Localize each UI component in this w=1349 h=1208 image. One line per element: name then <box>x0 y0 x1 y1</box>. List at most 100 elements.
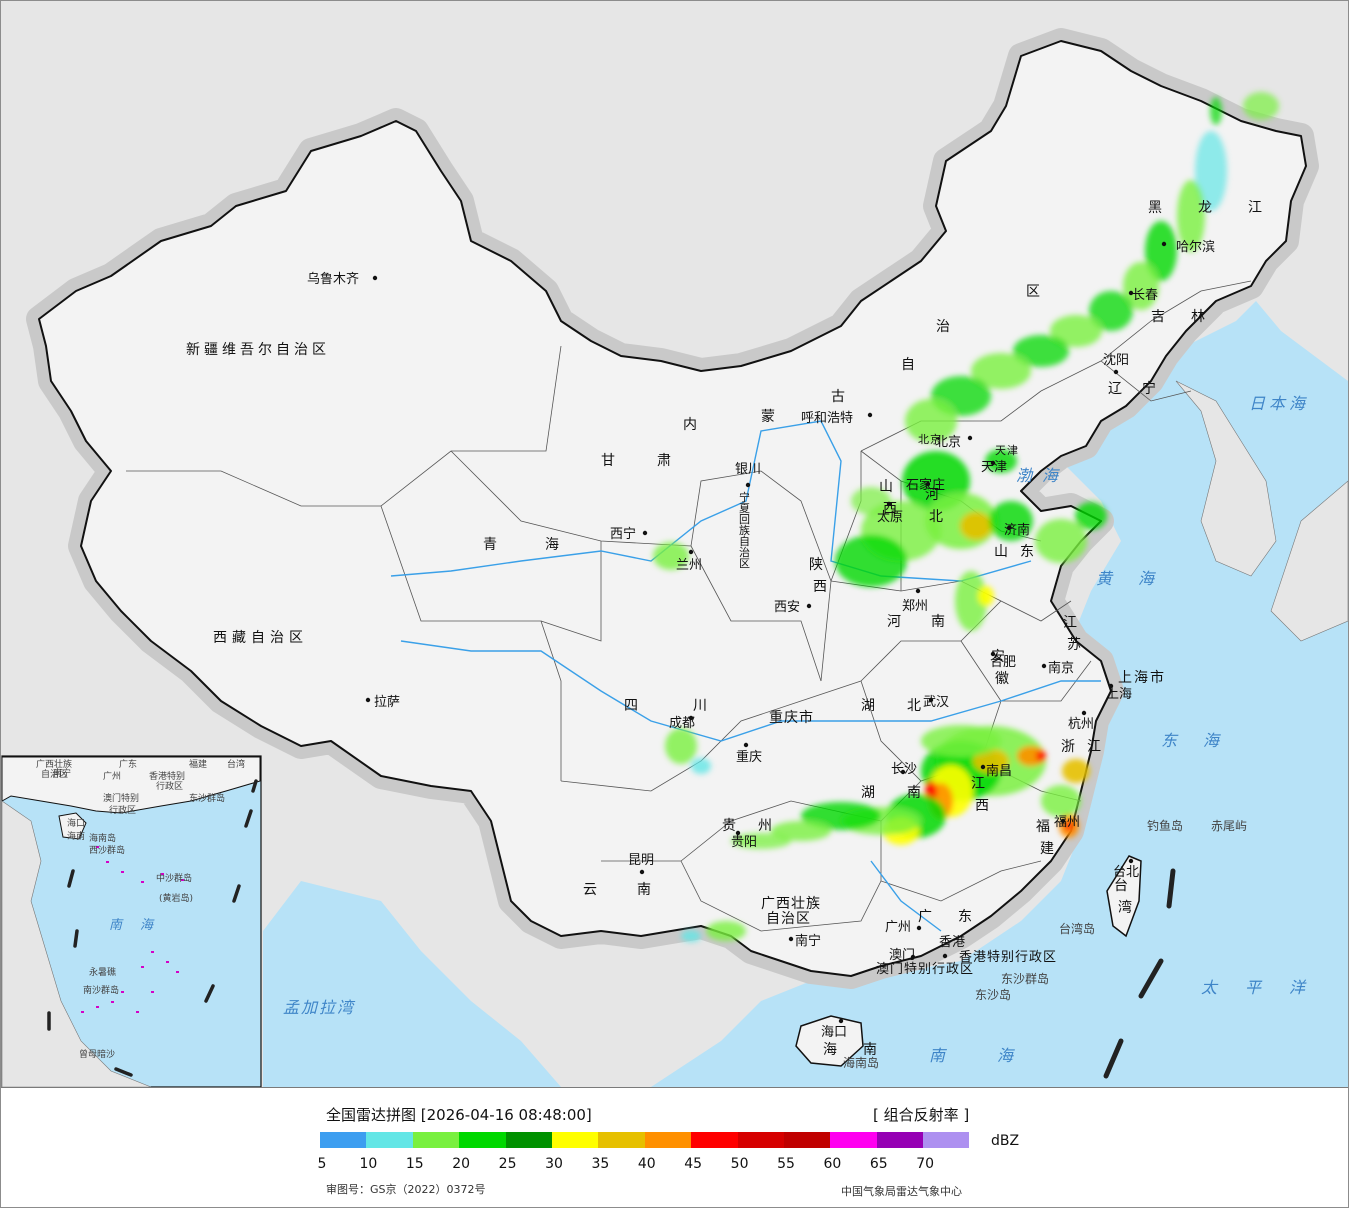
radar-echo <box>1075 502 1107 530</box>
city-dot <box>365 697 371 703</box>
radar-echo <box>1177 180 1205 252</box>
city-label: 南宁 <box>795 933 821 949</box>
legend-title: 全国雷达拼图 [2026-04-16 08:48:00] <box>326 1106 592 1124</box>
region-label: 自治区 <box>766 911 811 927</box>
city-label: 澳门 <box>889 947 915 963</box>
colorbar-tick-label: 20 <box>452 1156 471 1172</box>
city-dot <box>1041 663 1047 669</box>
city-label: 济南 <box>1004 522 1030 538</box>
city-label: 西宁 <box>610 526 636 542</box>
colorbar-swatch <box>320 1132 367 1148</box>
colorbar-swatch <box>876 1132 924 1148</box>
radar-echo <box>1065 821 1073 831</box>
city-dot <box>1006 525 1012 531</box>
radar-echo <box>1013 335 1069 367</box>
reef-mark <box>81 1011 84 1013</box>
legend-panel: 全国雷达拼图 [2026-04-16 08:48:00] [ 组合反射率 ] d… <box>1 1088 1348 1207</box>
city-dot <box>688 549 694 555</box>
colorbar-swatch <box>830 1132 877 1148</box>
inset-label: 海南岛 <box>89 832 116 844</box>
region-label: 广东 <box>918 909 998 925</box>
city-dot <box>910 954 916 960</box>
inset-label: 香港特别 <box>149 770 185 782</box>
radar-echo <box>1145 221 1177 281</box>
radar-echo <box>1036 750 1046 762</box>
colorbar-tick-label: 30 <box>545 1156 563 1172</box>
colorbar-tick-label: 10 <box>359 1156 378 1172</box>
radar-echo <box>1089 291 1133 331</box>
region-label: 新疆维吾尔自治区 <box>186 342 330 358</box>
city-dot <box>900 769 906 775</box>
region-label: 山 <box>879 479 893 495</box>
region-label: 湖南 <box>861 785 953 801</box>
bay-of-bengal <box>263 881 561 1087</box>
colorbar-swatch <box>459 1132 506 1148</box>
region-label: 浙江 <box>1061 739 1113 755</box>
region-label: 蒙 <box>761 409 775 425</box>
city-dot <box>990 651 996 657</box>
inset-mainland <box>1 756 261 814</box>
colorbar-tick-label: 55 <box>777 1156 795 1172</box>
radar-echo <box>665 728 697 764</box>
city-dot <box>928 697 934 703</box>
reef-mark <box>106 861 109 863</box>
colorbar <box>320 1132 970 1148</box>
city-label: 广州 <box>885 920 911 935</box>
reef-mark <box>96 1006 99 1008</box>
radar-echo <box>1050 315 1102 347</box>
radar-echo-layer <box>653 92 1279 942</box>
south-china-sea-inset <box>1 755 262 1087</box>
radar-echo <box>1035 519 1087 563</box>
region-label: 福 <box>1036 819 1050 835</box>
city-label: 南昌 <box>986 763 1012 779</box>
radar-echo <box>960 512 992 540</box>
region-label: 区 <box>739 557 750 570</box>
region-label: 北京 <box>918 432 942 446</box>
colorbar-swatch <box>412 1132 460 1148</box>
region-label: 族 <box>739 523 750 537</box>
region-label: 青海 <box>483 537 607 553</box>
city-label: 长沙 <box>891 762 917 777</box>
region-label: 天津 <box>995 444 1019 457</box>
region-label: 香港特别行政区 <box>959 950 1057 965</box>
region-label: 江 <box>971 776 985 792</box>
inset-label: 行政区 <box>109 804 136 816</box>
island-label: 东沙群岛 <box>1001 971 1049 986</box>
region-label: 吉林 <box>1151 309 1231 325</box>
city-dot <box>980 764 986 770</box>
inset-label: 海口 <box>67 817 85 829</box>
region-label: 湾 <box>1118 899 1132 916</box>
city-label: 贵阳 <box>731 835 757 850</box>
city-label: 海口 <box>821 1025 847 1040</box>
reef-mark <box>136 1011 139 1013</box>
city-label: 上海 <box>1106 687 1132 702</box>
inset-label: 南沙群岛 <box>83 984 119 996</box>
radar-echo <box>691 758 711 774</box>
radar-echo <box>978 586 994 606</box>
inset-label: 南宁 <box>53 767 71 779</box>
inset-label: 广西壮族 <box>36 758 72 770</box>
city-label: 沈阳 <box>1103 353 1129 368</box>
inset-label: 台湾 <box>227 758 245 770</box>
city-dot <box>886 501 892 507</box>
city-label: 长春 <box>1132 288 1158 303</box>
region-label: 甘肃 <box>601 453 713 469</box>
city-label: 南京 <box>1048 660 1074 676</box>
radar-echo <box>1123 262 1159 310</box>
radar-echo <box>1243 92 1279 120</box>
nine-dash-line <box>1103 868 1176 1079</box>
city-label: 乌鲁木齐 <box>307 271 359 287</box>
city-dot <box>745 482 751 488</box>
sea-label: 渤海 <box>1016 466 1068 485</box>
city-dot <box>916 925 922 931</box>
colorbar-tick-label: 35 <box>591 1156 610 1172</box>
inset-foreign-land <box>1 800 152 1087</box>
reef-mark <box>176 971 179 973</box>
sea-label: 太平洋 <box>1201 978 1333 997</box>
colorbar-tick-label: 15 <box>405 1156 424 1172</box>
inset-label: 广州 <box>103 770 121 782</box>
city-dot <box>915 588 921 594</box>
radar-echo <box>706 921 746 941</box>
region-label: 四川 <box>624 698 762 714</box>
region-label: 山东 <box>994 544 1046 560</box>
